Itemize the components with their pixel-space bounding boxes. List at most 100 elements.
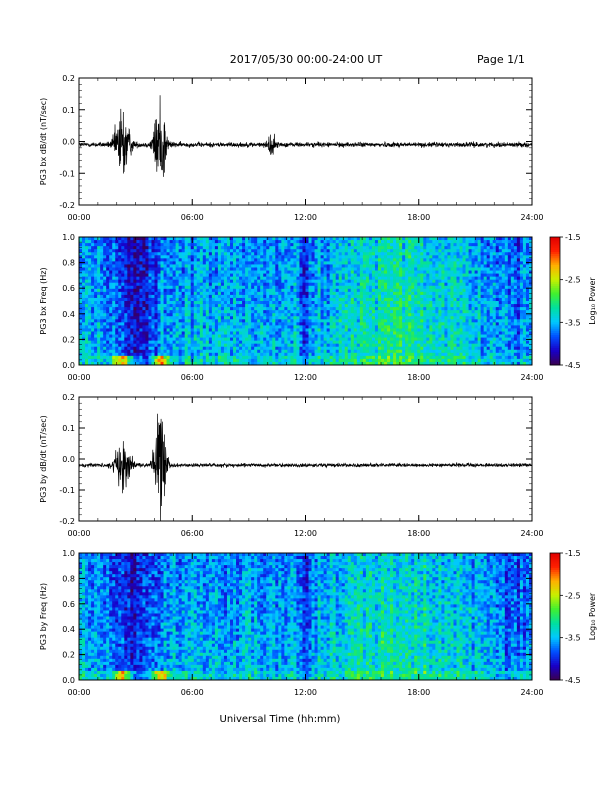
spectrogram-cell — [124, 337, 128, 342]
spectrogram-cell — [160, 252, 164, 256]
spectrogram-cell — [353, 237, 358, 241]
spectrogram-cell — [257, 319, 261, 323]
spectrogram-cell — [202, 261, 207, 265]
spectrogram-cell — [381, 331, 385, 335]
spectrogram-cell — [205, 322, 210, 326]
spectrogram-cell — [281, 337, 285, 342]
spectrogram-cell — [356, 249, 361, 253]
spectrogram-cell — [396, 270, 400, 274]
spectrogram-cell — [109, 346, 113, 351]
spectrogram-cell — [344, 240, 349, 244]
spectrogram-cell — [371, 267, 376, 271]
spectrogram-cell — [353, 313, 358, 317]
spectrogram-cell — [79, 310, 83, 314]
spectrogram-cell — [278, 237, 282, 241]
spectrogram-cell — [290, 252, 294, 256]
spectrogram-cell — [163, 285, 167, 290]
spectrogram-cell — [296, 343, 300, 348]
spectrogram-cell — [359, 352, 364, 357]
spectrogram-cell — [359, 313, 364, 317]
spectrogram-cell — [320, 285, 325, 290]
spectrogram-cell — [181, 337, 186, 342]
spectrogram-cell — [193, 304, 198, 308]
spectrogram-cell — [223, 285, 228, 290]
spectrogram-cell — [299, 352, 303, 357]
spectrogram-cell — [251, 267, 255, 271]
spectrogram-cell — [251, 346, 255, 351]
spectrogram-cell — [193, 243, 198, 247]
spectrogram-cell — [214, 270, 219, 274]
spectrogram-cell — [272, 252, 276, 256]
spectrogram-cell — [302, 355, 306, 360]
spectrogram-cell — [127, 249, 131, 253]
spectrogram-cell — [91, 249, 95, 253]
spectrogram-cell — [214, 343, 219, 348]
spectrogram-cell — [426, 346, 430, 351]
spectrogram-cell — [94, 355, 98, 360]
spectrogram-cell — [347, 261, 352, 265]
spectrogram-cell — [118, 310, 122, 314]
spectrogram-cell — [148, 325, 152, 329]
spectrogram-cell — [405, 340, 409, 345]
spectrogram-cell — [411, 310, 415, 314]
spectrogram-cell — [365, 334, 370, 338]
spectrogram-cell — [181, 285, 186, 290]
spectrogram-cell — [97, 246, 101, 250]
spectrogram-cell — [88, 331, 92, 335]
spectrogram-cell — [136, 288, 140, 293]
spectrogram-cell — [103, 282, 107, 287]
spectrogram-cell — [139, 291, 143, 296]
spectrogram-cell — [296, 240, 300, 244]
spectrogram-cell — [269, 273, 273, 278]
spectrogram-cell — [393, 343, 397, 348]
spectrogram-cell — [329, 334, 334, 338]
spectrogram-cell — [287, 349, 291, 354]
spectrogram-cell — [233, 346, 237, 351]
spectrogram-cell — [245, 255, 249, 259]
spectrogram-cell — [296, 316, 300, 320]
spectrogram-cell — [396, 288, 400, 293]
spectrogram-cell — [196, 288, 201, 293]
spectrogram-cell — [308, 294, 312, 299]
spectrogram-cell — [178, 249, 183, 253]
spectrogram-cell — [245, 288, 249, 293]
spectrogram-cell — [142, 352, 146, 357]
spectrogram-cell — [169, 252, 174, 256]
spectrogram-cell — [245, 285, 249, 290]
spectrogram-cell — [254, 237, 258, 241]
spectrogram-cell — [332, 346, 337, 351]
spectrogram-cell — [356, 243, 361, 247]
spectrogram-cell — [320, 264, 325, 268]
spectrogram-cell — [263, 334, 267, 338]
spectrogram-cell — [193, 328, 198, 332]
spectrogram-cell — [181, 310, 186, 314]
spectrogram-cell — [308, 264, 312, 268]
spectrogram-cell — [311, 313, 315, 317]
spectrogram-cell — [387, 334, 391, 338]
spectrogram-cell — [387, 279, 391, 284]
spectrogram-cell — [85, 243, 89, 247]
spectrogram-cell — [326, 246, 331, 250]
spectrogram-cell — [94, 313, 98, 317]
spectrogram-cell — [187, 297, 192, 302]
spectrogram-cell — [347, 355, 352, 360]
spectrogram-cell — [420, 285, 424, 290]
spectrogram-cell — [350, 285, 355, 290]
spectrogram-cell — [100, 352, 104, 357]
spectrogram-cell — [335, 279, 340, 284]
spectrogram-cell — [263, 346, 267, 351]
spectrogram-cell — [88, 361, 92, 366]
spectrogram-cell — [136, 334, 140, 338]
spectrogram-cell — [387, 288, 391, 293]
spectrogram-cell — [384, 340, 388, 345]
spectrogram-cell — [381, 301, 385, 305]
spectrogram-cell — [287, 282, 291, 287]
spectrogram-cell — [275, 313, 279, 317]
spectrogram-cell — [163, 258, 167, 262]
spectrogram-cell — [341, 261, 346, 265]
spectrogram-cell — [381, 307, 385, 311]
spectrogram-cell — [136, 355, 140, 360]
spectrogram-cell — [172, 276, 177, 281]
spectrogram-cell — [139, 328, 143, 332]
spectrogram-cell — [223, 334, 228, 338]
